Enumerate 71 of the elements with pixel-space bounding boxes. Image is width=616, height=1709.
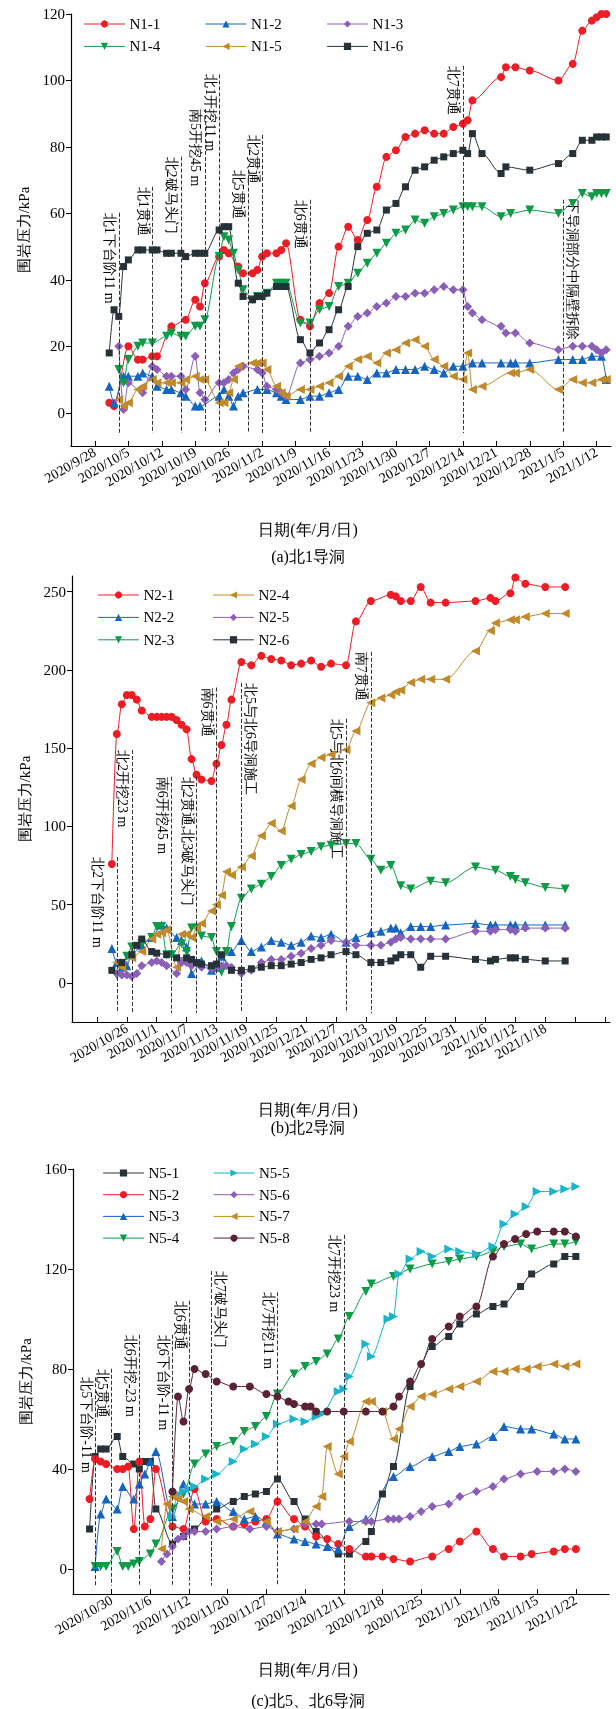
legend-label: N5-3	[148, 1208, 180, 1225]
ref-line-label: 北1开挖11 m	[202, 74, 218, 152]
legend-label: N1-6	[372, 38, 404, 55]
y-tick-label: 40	[50, 271, 65, 288]
ref-line-label: 北7开挖23 m	[327, 1234, 343, 1313]
ref-line-label: 南6贯通	[199, 687, 215, 737]
y-tick-label: 60	[50, 205, 65, 222]
y-tick-label: 20	[50, 338, 65, 355]
legend-label: N2-1	[143, 587, 175, 603]
ref-line-label: 北7破马头门	[212, 1271, 228, 1348]
y-tick-label: 100	[43, 818, 66, 835]
y-tick-label: 120	[44, 1261, 67, 1277]
ref-line-label: 北6贯通	[293, 199, 309, 249]
ref-line-label: 下导洞部分中隔壁拆除	[564, 199, 580, 340]
y-tick-label: 120	[42, 6, 65, 22]
ref-line-label: 北2破马头门	[164, 156, 180, 234]
legend-label: N5-7	[259, 1208, 291, 1225]
legend-label: N2-3	[143, 631, 175, 648]
ref-line-label: 南7贯通	[354, 651, 370, 701]
ref-line-label: 北2贯通,北3破马头门	[180, 776, 196, 907]
legend-label: N1-3	[372, 16, 404, 32]
text: (a)北1导洞	[271, 547, 345, 566]
y-tick-label: 0	[57, 404, 65, 421]
y-axis-title: 围岩压力/kPa	[16, 186, 33, 274]
legend-label: N5-5	[259, 1165, 290, 1181]
ref-line-label: 北2下台阶11 m	[90, 856, 106, 948]
ref-line-label: 北7贯通	[446, 65, 462, 115]
y-tick-label: 100	[42, 72, 65, 89]
legend-label: N1-4	[129, 38, 161, 55]
y-tick-label: 150	[43, 740, 66, 757]
legend-label: N5-2	[148, 1186, 180, 1203]
legend-label: N5-4	[148, 1230, 180, 1247]
y-tick-label: 200	[43, 661, 66, 678]
legend-label: N2-6	[258, 631, 290, 648]
y-tick-label: 50	[51, 896, 66, 913]
ref-line-label: 北5贯通	[231, 169, 247, 219]
text: (c)北5、北6导洞	[251, 1691, 365, 1709]
text: (b)北2导洞	[270, 1118, 346, 1137]
ref-line-label: 北7开挖11 m	[260, 1292, 276, 1370]
y-tick-label: 0	[59, 1561, 67, 1577]
y-tick-label: 250	[43, 583, 66, 600]
ref-line-label: 北1贯通	[135, 186, 151, 236]
y-axis-title: 围岩压力/kPa	[18, 1337, 35, 1425]
x-axis-title: 日期(年/月/日)	[258, 1660, 358, 1679]
y-tick-label: 80	[50, 138, 65, 155]
legend-label: N2-2	[143, 609, 175, 626]
ref-line-label: 北5与北6导洞施工	[242, 683, 258, 796]
x-axis-title: 日期(年/月/日)	[258, 520, 358, 539]
ref-line-label: 北2开挖23 m	[115, 749, 131, 828]
ref-line-label: 北5贯通	[95, 1368, 111, 1418]
legend-label: N1-1	[129, 16, 161, 32]
ref-line-label: 北6开挖-23 m	[122, 1334, 138, 1417]
legend-label: N1-5	[251, 38, 282, 55]
ref-line-label: 北5下台阶-11 m	[78, 1377, 94, 1473]
ref-line-label: 北1下台阶11 m	[102, 212, 118, 304]
y-tick-label: 0	[58, 974, 66, 991]
legend-label: N1-2	[251, 16, 282, 32]
y-tick-label: 80	[52, 1361, 67, 1377]
ref-line-label: 南5开挖45 m	[188, 109, 204, 187]
ref-line-label: 北6贯通	[172, 1300, 188, 1350]
ref-line-label: 北6下台阶-11 m	[155, 1334, 171, 1431]
y-tick-label: 40	[52, 1461, 67, 1477]
ref-line-label: 南6开挖45 m	[155, 776, 171, 855]
legend-label: N5-6	[259, 1186, 291, 1203]
x-axis-title: 日期(年/月/日)	[258, 1100, 358, 1119]
legend-label: N2-5	[258, 609, 290, 626]
y-tick-label: 160	[44, 1161, 67, 1177]
y-axis-title: 围岩压力/kPa	[17, 755, 34, 843]
legend-label: N5-1	[148, 1165, 180, 1181]
legend-label: N2-4	[258, 587, 290, 603]
legend-label: N5-8	[259, 1230, 290, 1247]
